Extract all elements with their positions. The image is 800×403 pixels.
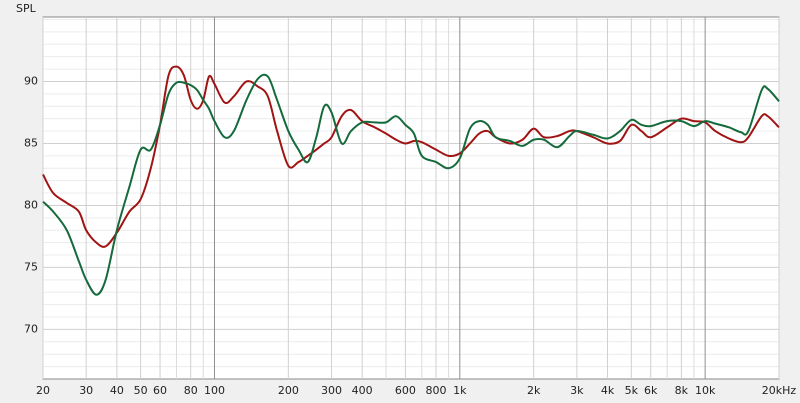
- x-tick-label: 30: [79, 384, 93, 397]
- x-tick-label: 300: [321, 384, 342, 397]
- y-tick-label: 80: [24, 198, 38, 211]
- x-tick-label: 60: [153, 384, 167, 397]
- x-tick-label: 400: [352, 384, 373, 397]
- y-tick-label: 85: [24, 136, 38, 149]
- x-tick-label: 10k: [695, 384, 716, 397]
- y-tick-label: 90: [24, 74, 38, 87]
- x-tick-label: 4k: [601, 384, 615, 397]
- y-tick-label: 75: [24, 260, 38, 273]
- x-tick-label: 20kHz: [762, 384, 797, 397]
- y-axis-label: SPL: [16, 2, 37, 15]
- x-tick-label: 8k: [675, 384, 689, 397]
- x-tick-label: 200: [278, 384, 299, 397]
- x-tick-label: 2k: [527, 384, 541, 397]
- y-tick-label: 70: [24, 322, 38, 335]
- x-tick-label: 1k: [453, 384, 467, 397]
- x-tick-label: 20: [36, 384, 50, 397]
- x-tick-label: 80: [184, 384, 198, 397]
- x-tick-label: 3k: [570, 384, 584, 397]
- plot-area: [42, 16, 780, 380]
- response-line: [42, 65, 780, 248]
- x-tick-label: 40: [110, 384, 124, 397]
- x-tick-label: 800: [426, 384, 447, 397]
- response-line: [42, 73, 780, 296]
- x-tick-label: 6k: [644, 384, 658, 397]
- x-tick-label: 5k: [625, 384, 639, 397]
- x-tick-label: 100: [204, 384, 225, 397]
- x-tick-label: 600: [395, 384, 416, 397]
- x-tick-label: 50: [134, 384, 148, 397]
